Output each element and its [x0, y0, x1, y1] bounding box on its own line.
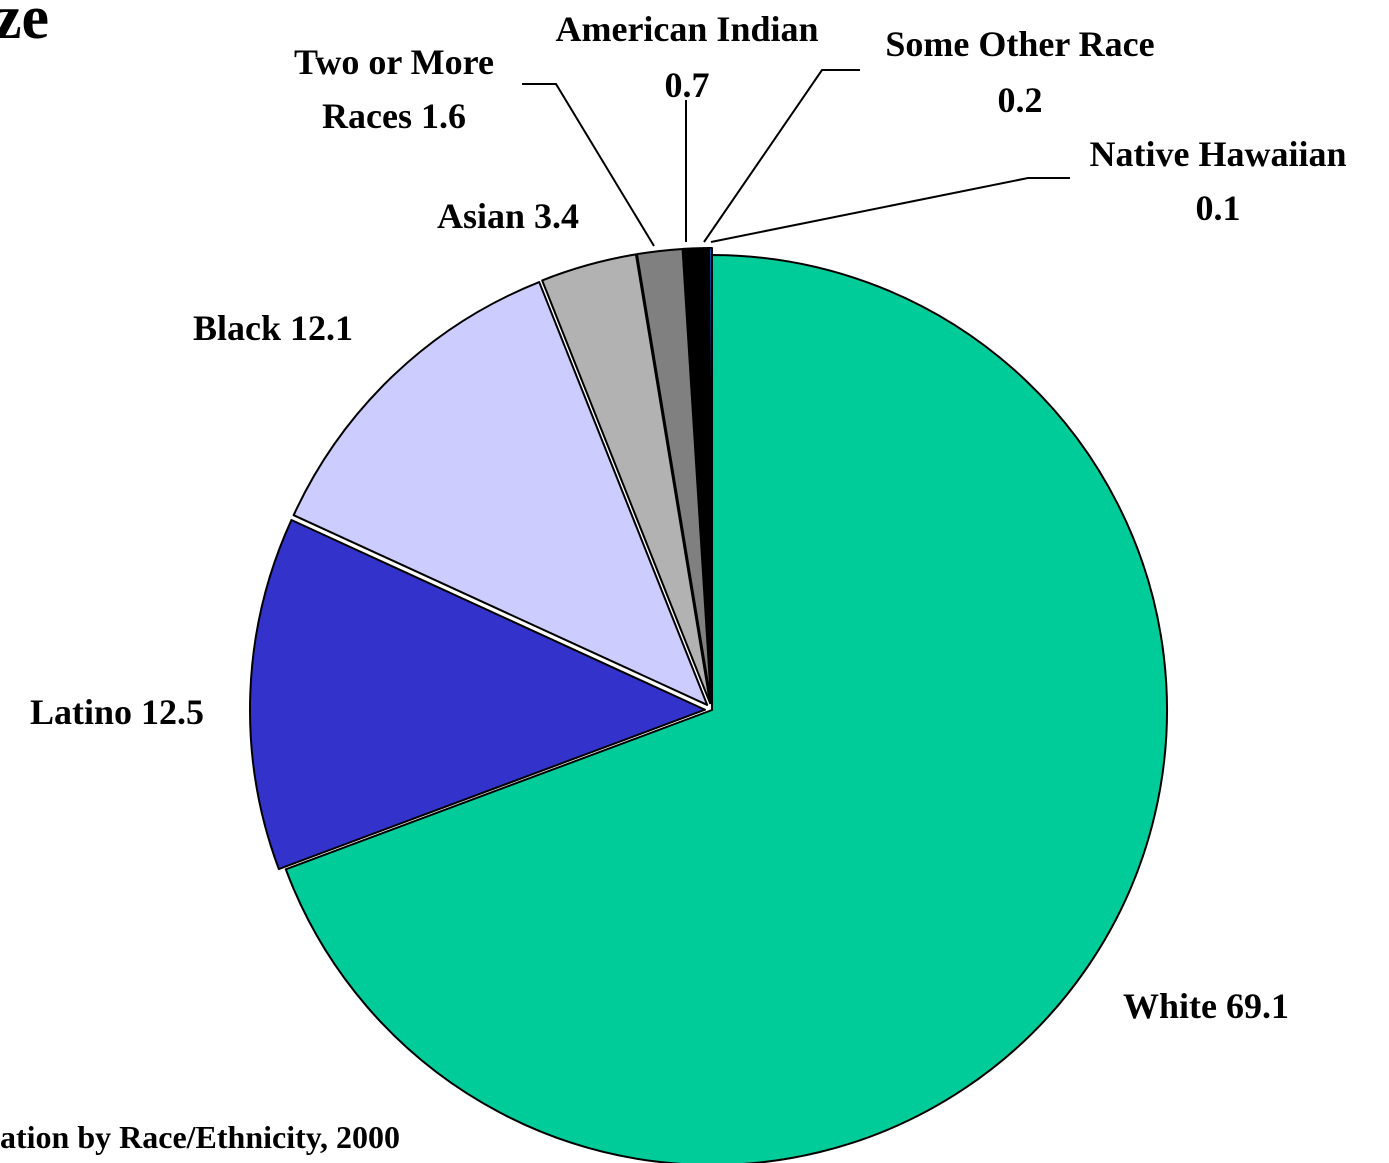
pie-slice-black [292, 281, 709, 706]
leader-lines [522, 69, 1070, 247]
leader-line-native-hawaiian [710, 177, 1070, 243]
slice-label-white: White 69.1 [1123, 986, 1289, 1026]
slice-label-black: Black 12.1 [193, 308, 353, 348]
pie-slices [249, 246, 1168, 1163]
slice-label-latino: Latino 12.5 [30, 692, 204, 732]
chart-caption: ation by Race/Ethnicity, 2000 [0, 1119, 400, 1155]
slice-labels: White 69.1 Latino 12.5 Black 12.1 Asian 3.4… [30, 9, 1347, 1026]
slice-label-native-hawaiian: Native Hawaiian 0.1 [1090, 134, 1347, 228]
leader-line-some-other-race [703, 69, 860, 243]
pie-slice-white [284, 254, 1168, 1163]
slice-label-asian: Asian 3.4 [437, 196, 579, 236]
leader-line-two-or-more-races [522, 83, 655, 247]
pie-slice-asian [541, 253, 712, 705]
slice-label-american-indian: American Indian 0.7 [555, 9, 818, 105]
pie-slice-latino [249, 519, 707, 871]
page-title-fragment: ze [0, 0, 49, 52]
pie-slice-native-hawaiian [708, 246, 713, 704]
slice-label-two-or-more-races: Two or More Races 1.6 [294, 42, 494, 136]
slice-label-some-other-race: Some Other Race 0.2 [885, 24, 1154, 120]
